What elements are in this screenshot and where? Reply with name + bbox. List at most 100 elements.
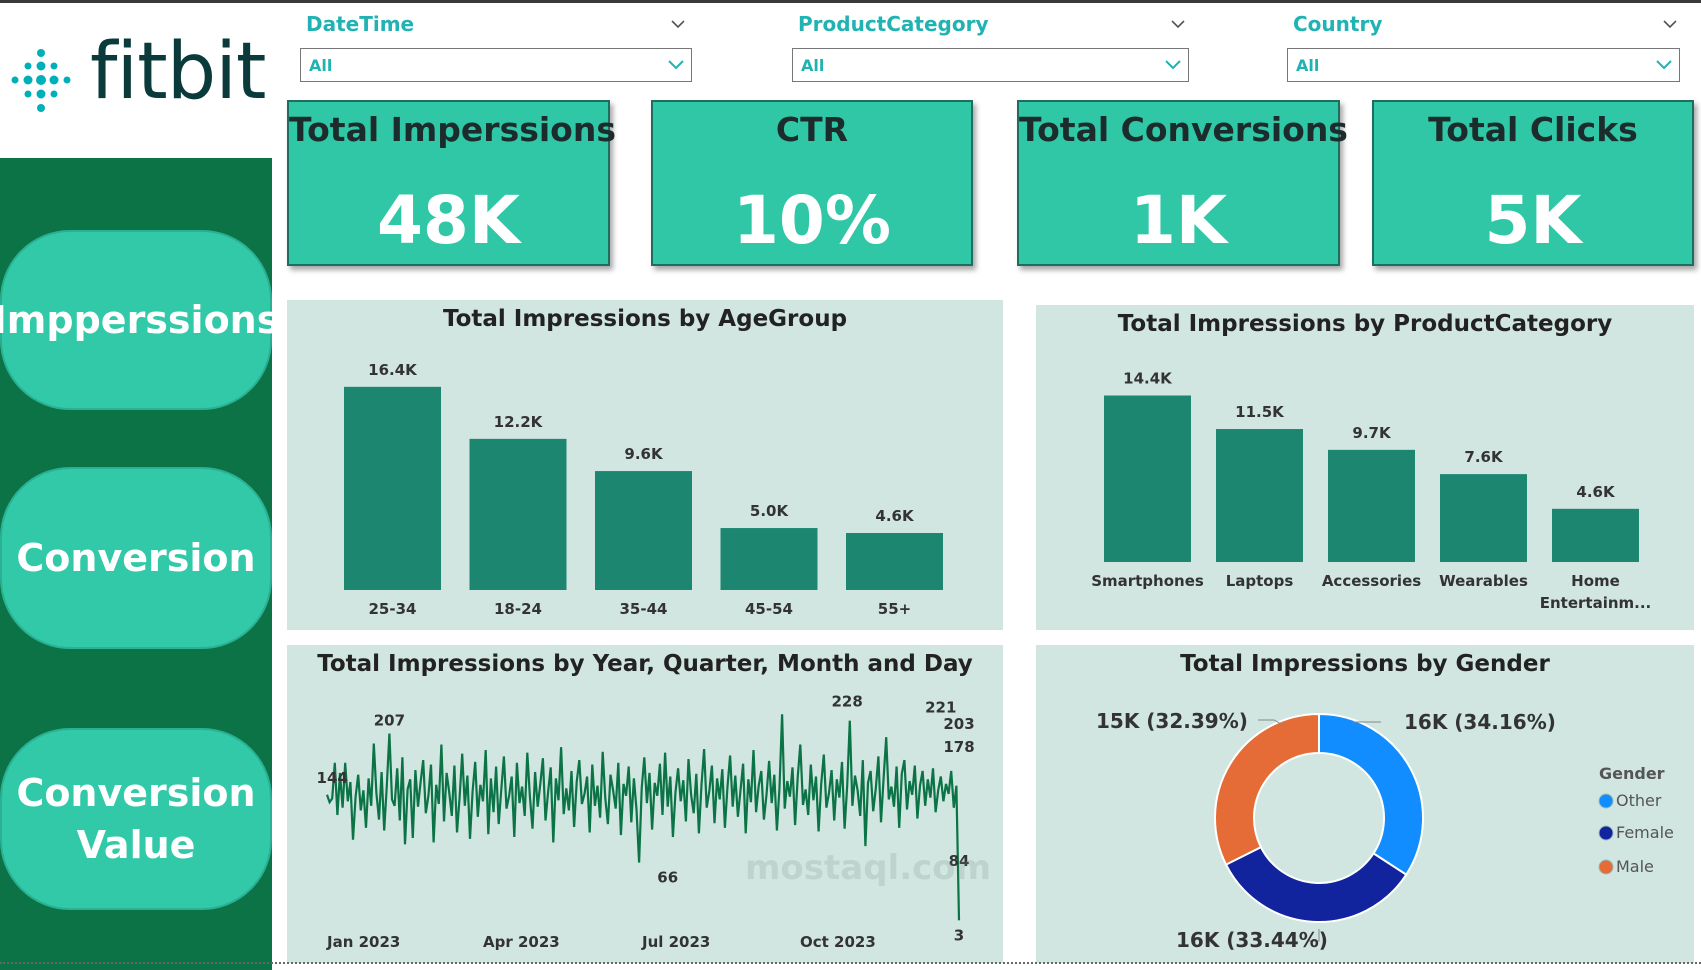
kpi-value: 10%	[733, 182, 891, 259]
chart-title: Total Impressions by AgeGroup	[442, 306, 848, 332]
filter-dropdown[interactable]: All	[792, 48, 1189, 82]
chevron-down-icon	[1656, 60, 1672, 70]
chart-title: Total Impressions by ProductCategory	[1117, 311, 1613, 337]
bottom-border	[0, 962, 1701, 966]
kpi-title: Total Conversions	[1019, 110, 1348, 149]
chevron-down-icon[interactable]	[1170, 16, 1186, 32]
filter-value: All	[309, 56, 333, 75]
bar	[720, 528, 818, 590]
data-label: 14.4K	[1123, 370, 1173, 388]
legend-label: Other	[1616, 791, 1662, 810]
category-label: Accessories	[1322, 572, 1421, 590]
leader-line	[1308, 929, 1320, 942]
data-label: 9.6K	[624, 445, 664, 463]
kpi-total-clicks: Total Clicks 5K	[1372, 100, 1694, 266]
data-label: 84	[949, 852, 970, 870]
x-tick-label: Oct 2023	[800, 933, 876, 951]
series-line	[325, 714, 961, 921]
data-label: 15K (32.39%)	[1096, 709, 1248, 733]
filter-value: All	[1296, 56, 1320, 75]
chart-title: Total Impressions by Year, Quarter, Mont…	[317, 651, 973, 677]
kpi-title: CTR	[775, 110, 849, 149]
data-label: 4.6K	[1576, 483, 1616, 501]
bar	[1104, 395, 1191, 562]
fitbit-dots-icon	[11, 49, 71, 112]
kpi-total-conversions: Total Conversions 1K	[1017, 100, 1348, 266]
data-label: 221	[925, 699, 956, 717]
data-label: 7.6K	[1464, 448, 1504, 466]
chart-panel-agegroup: Total Impressions by AgeGroup 16.4K 25-34…	[287, 300, 1003, 630]
filter-dropdown[interactable]: All	[1287, 48, 1680, 82]
kpi-title: Total Clicks	[1428, 110, 1638, 149]
nav-button-conversion-value[interactable]: Conversion Value	[0, 728, 272, 910]
agegroup-bar-chart: 16.4K 25-34 12.2K 18-24 9.6K 35-44 5.0K 45-54 4.…	[344, 361, 943, 618]
data-label: 5.0K	[750, 502, 790, 520]
productcategory-bar-chart: 14.4K Smartphones 11.5K Laptops 9.7K Accessor…	[1091, 370, 1652, 613]
category-label: Wearables	[1439, 572, 1528, 590]
chevron-down-icon	[1165, 60, 1181, 70]
category-label: 18-24	[494, 600, 542, 618]
x-tick-label: Jul 2023	[641, 933, 710, 951]
data-label: 228	[832, 692, 863, 710]
data-label: 11.5K	[1235, 403, 1285, 421]
category-label: Smartphones	[1091, 572, 1204, 590]
filter-label: Country	[1293, 12, 1383, 36]
gender-donut-chart: 16K (34.16%) 16K (33.44%) 15K (32.39%) Gend…	[1096, 709, 1674, 952]
data-label: 207	[374, 712, 405, 730]
bar	[1328, 449, 1415, 562]
pie-slice	[1224, 845, 1408, 923]
category-label: 55+	[878, 600, 911, 618]
kpi-total-impressions: Total Imperssions 48K	[287, 100, 616, 266]
top-border	[0, 0, 1701, 3]
category-label: Home	[1571, 572, 1620, 590]
brand-logo: fitbit	[90, 27, 266, 117]
filter-value: All	[801, 56, 825, 75]
data-label: 12.2K	[494, 413, 544, 431]
data-label: 16K (33.44%)	[1176, 928, 1328, 952]
legend-label: Male	[1616, 857, 1654, 876]
category-label: Entertainm...	[1540, 594, 1652, 612]
data-label: 203	[943, 715, 974, 733]
bar	[846, 533, 943, 590]
chart-panel-timeseries: Total Impressions by Year, Quarter, Mont…	[287, 645, 1003, 963]
pie-slice	[1318, 712, 1424, 877]
bar	[1440, 474, 1527, 562]
kpi-value: 1K	[1129, 182, 1228, 259]
chart-title: Total Impressions by Gender	[1180, 651, 1550, 677]
legend-label: Female	[1616, 823, 1674, 842]
x-tick-label: Apr 2023	[483, 933, 560, 951]
kpi-ctr: CTR 10%	[651, 100, 973, 266]
chevron-down-icon	[668, 60, 684, 70]
logo-area: fitbit	[0, 3, 272, 158]
kpi-value: 48K	[377, 182, 520, 259]
leader-line	[1258, 719, 1284, 726]
legend-marker	[1598, 793, 1614, 809]
category-label: 45-54	[745, 600, 793, 618]
filter-dropdown[interactable]: All	[300, 48, 692, 82]
x-tick-label: Jan 2023	[326, 933, 400, 951]
filter-label: ProductCategory	[798, 12, 989, 36]
category-label: Laptops	[1226, 572, 1294, 590]
bar	[1216, 429, 1303, 562]
nav-button-conversion[interactable]: Conversion	[0, 467, 272, 649]
data-label: 9.7K	[1352, 424, 1392, 442]
kpi-value: 5K	[1484, 182, 1582, 259]
data-label: 66	[657, 869, 678, 887]
data-label: 144	[317, 769, 348, 787]
filter-label: DateTime	[306, 12, 415, 36]
chevron-down-icon[interactable]	[670, 16, 686, 32]
chart-panel-gender: Total Impressions by Gender 16K (34.16%)…	[1036, 645, 1694, 963]
bar	[1552, 508, 1639, 562]
bar	[595, 471, 692, 590]
category-label: 35-44	[620, 600, 668, 618]
pie-slice	[1214, 712, 1320, 866]
bar	[469, 438, 567, 590]
data-label: 4.6K	[875, 507, 915, 525]
chevron-down-icon[interactable]	[1662, 16, 1678, 32]
kpi-title: Total Imperssions	[289, 110, 616, 149]
data-label: 178	[943, 738, 974, 756]
legend-marker	[1598, 859, 1614, 875]
data-label: 16K (34.16%)	[1404, 710, 1556, 734]
nav-button-impressions[interactable]: Impperssions	[0, 230, 279, 410]
